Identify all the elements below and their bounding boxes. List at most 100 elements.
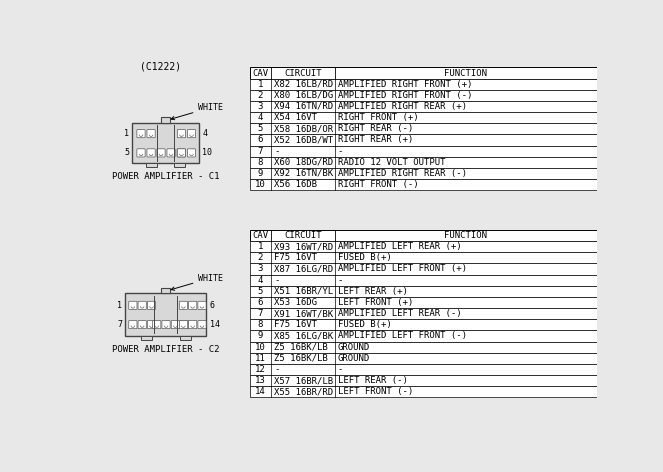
FancyBboxPatch shape [167,149,175,157]
Text: F75 16VT: F75 16VT [274,253,318,262]
Text: 5: 5 [258,124,263,133]
Text: GROUND: GROUND [338,343,370,352]
Text: 13: 13 [255,376,266,385]
Text: -: - [338,147,343,156]
Text: AMPLIFIED LEFT REAR (-): AMPLIFIED LEFT REAR (-) [338,309,461,318]
Bar [249,319,597,330]
Text: F75 16VT: F75 16VT [274,320,318,329]
Bar [249,263,597,275]
Bar [249,308,597,319]
Text: X82 16LB/RD: X82 16LB/RD [274,80,333,89]
Text: 1: 1 [125,129,129,138]
FancyBboxPatch shape [180,320,189,329]
Text: AMPLIFIED LEFT REAR (+): AMPLIFIED LEFT REAR (+) [338,242,461,251]
Bar [161,288,170,294]
Bar [147,163,157,167]
Text: FUSED B(+): FUSED B(+) [338,320,392,329]
FancyBboxPatch shape [171,320,180,329]
Text: FUNCTION: FUNCTION [444,231,487,240]
Bar [133,123,199,163]
Text: (C1222): (C1222) [140,61,181,71]
Text: X91 16WT/BK: X91 16WT/BK [274,309,333,318]
Bar [141,336,152,340]
Text: 3: 3 [258,264,263,273]
Text: Z5 16BK/LB: Z5 16BK/LB [274,343,328,352]
Text: CIRCUIT: CIRCUIT [284,231,322,240]
Bar [174,163,185,167]
Bar [249,241,597,252]
Text: AMPLIFIED RIGHT FRONT (+): AMPLIFIED RIGHT FRONT (+) [338,80,472,89]
Text: 10: 10 [255,180,266,189]
Text: X80 16LB/DG: X80 16LB/DG [274,91,333,100]
FancyBboxPatch shape [138,301,147,310]
FancyBboxPatch shape [147,301,156,310]
Text: X93 16WT/RD: X93 16WT/RD [274,242,333,251]
Text: 10: 10 [202,148,212,157]
Text: 12: 12 [255,365,266,374]
FancyBboxPatch shape [129,301,137,310]
Bar [249,90,597,101]
Text: 2: 2 [258,253,263,262]
Text: LEFT FRONT (+): LEFT FRONT (+) [338,298,413,307]
Bar [249,342,597,353]
Bar [249,112,597,123]
Bar [249,78,597,90]
Bar [249,157,597,168]
FancyBboxPatch shape [188,301,197,310]
Text: 2: 2 [258,91,263,100]
Text: -: - [274,365,280,374]
Bar [249,101,597,112]
Text: WHITE: WHITE [171,103,223,120]
Text: AMPLIFIED LEFT FRONT (+): AMPLIFIED LEFT FRONT (+) [338,264,467,273]
Text: AMPLIFIED RIGHT REAR (+): AMPLIFIED RIGHT REAR (+) [338,102,467,111]
Text: CAV: CAV [253,68,269,77]
FancyBboxPatch shape [147,320,156,329]
FancyBboxPatch shape [188,320,197,329]
FancyBboxPatch shape [177,129,186,138]
Text: 8: 8 [258,320,263,329]
Text: RIGHT REAR (-): RIGHT REAR (-) [338,124,413,133]
Text: X85 16LG/BK: X85 16LG/BK [274,331,333,340]
FancyBboxPatch shape [198,320,206,329]
Text: 1: 1 [117,301,122,310]
Text: 6: 6 [258,135,263,144]
Bar [249,375,597,386]
Text: RADIO 12 VOLT OUTPUT: RADIO 12 VOLT OUTPUT [338,158,446,167]
Text: CAV: CAV [253,231,269,240]
Text: -: - [274,276,280,285]
Bar [249,123,597,135]
Text: LEFT REAR (-): LEFT REAR (-) [338,376,408,385]
Text: 5: 5 [125,148,129,157]
Text: GROUND: GROUND [338,354,370,363]
Text: LEFT REAR (+): LEFT REAR (+) [338,287,408,296]
Text: 7: 7 [258,309,263,318]
Bar [249,179,597,190]
Text: X53 16DG: X53 16DG [274,298,318,307]
Text: WHITE: WHITE [171,273,223,290]
Text: 7: 7 [117,320,122,329]
Bar [249,275,597,286]
Bar [249,145,597,157]
Text: X55 16BR/RD: X55 16BR/RD [274,388,333,396]
Bar [249,230,597,241]
Text: RIGHT FRONT (-): RIGHT FRONT (-) [338,180,418,189]
Bar [249,286,597,297]
Bar [125,294,206,336]
Text: X94 16TN/RD: X94 16TN/RD [274,102,333,111]
Text: 4: 4 [258,276,263,285]
Text: X60 18DG/RD: X60 18DG/RD [274,158,333,167]
Text: X51 16BR/YL: X51 16BR/YL [274,287,333,296]
FancyBboxPatch shape [147,149,155,157]
FancyBboxPatch shape [138,320,147,329]
Text: AMPLIFIED RIGHT FRONT (-): AMPLIFIED RIGHT FRONT (-) [338,91,472,100]
Bar [180,336,190,340]
Bar [249,330,597,342]
Text: 7: 7 [258,147,263,156]
FancyBboxPatch shape [137,149,145,157]
Text: X87 16LG/RD: X87 16LG/RD [274,264,333,273]
Text: 14: 14 [255,388,266,396]
FancyBboxPatch shape [129,320,137,329]
Bar [249,386,597,397]
Text: X58 16DB/OR: X58 16DB/OR [274,124,333,133]
Text: AMPLIFIED RIGHT REAR (-): AMPLIFIED RIGHT REAR (-) [338,169,467,178]
